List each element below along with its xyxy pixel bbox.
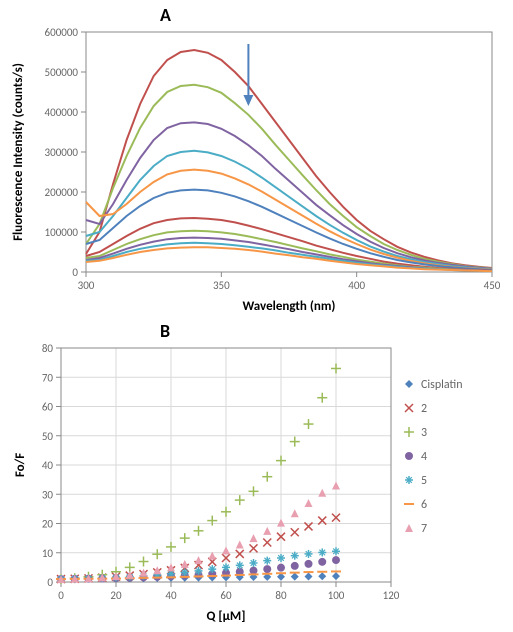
panel-a-chart: 300 350 400 450 0 100000 200000 300000 400000 500…: [6, 18, 506, 318]
panel-b-legend: Cisplatin 2 3 4 5 6 7: [404, 378, 463, 536]
svg-text:Fo/F: Fo/F: [13, 453, 28, 477]
svg-text:0: 0: [58, 589, 64, 602]
svg-text:300: 300: [78, 279, 95, 292]
svg-text:500000: 500000: [45, 66, 79, 79]
svg-text:0: 0: [72, 266, 78, 279]
svg-text:20: 20: [110, 589, 122, 602]
svg-text:3: 3: [421, 426, 427, 440]
svg-text:6: 6: [421, 498, 427, 512]
svg-text:450: 450: [484, 279, 501, 292]
svg-text:Wavelength (nm): Wavelength (nm): [243, 299, 336, 314]
svg-text:Cisplatin: Cisplatin: [421, 378, 463, 392]
svg-text:80: 80: [42, 342, 54, 355]
svg-text:7: 7: [421, 522, 427, 536]
svg-text:100000: 100000: [45, 226, 79, 239]
svg-text:0: 0: [47, 576, 53, 589]
svg-text:60: 60: [42, 401, 54, 414]
svg-text:300000: 300000: [45, 146, 79, 159]
svg-text:350: 350: [213, 279, 230, 292]
svg-text:400000: 400000: [45, 106, 79, 119]
svg-text:Q [μM]: Q [μM]: [207, 609, 246, 624]
svg-text:50: 50: [42, 430, 54, 443]
svg-text:30: 30: [42, 488, 54, 501]
svg-text:5: 5: [421, 474, 427, 488]
svg-text:400: 400: [348, 279, 365, 292]
svg-text:40: 40: [165, 589, 177, 602]
svg-text:60: 60: [220, 589, 232, 602]
svg-text:Fluorescence Intensity (counts: Fluorescence Intensity (counts/s): [11, 63, 26, 241]
svg-text:40: 40: [42, 459, 54, 472]
svg-text:200000: 200000: [45, 186, 79, 199]
svg-text:4: 4: [421, 450, 427, 464]
svg-text:10: 10: [42, 547, 54, 560]
svg-text:100: 100: [328, 589, 345, 602]
svg-text:70: 70: [42, 371, 54, 384]
svg-text:2: 2: [421, 402, 427, 416]
svg-text:600000: 600000: [45, 26, 79, 39]
svg-text:80: 80: [275, 589, 287, 602]
svg-text:120: 120: [383, 589, 400, 602]
svg-text:20: 20: [42, 518, 54, 531]
panel-b-chart: 0 20 40 60 80 100 120 0 10 20 30 40 50 60 70 80 Q [μM] Fo…: [6, 338, 506, 628]
